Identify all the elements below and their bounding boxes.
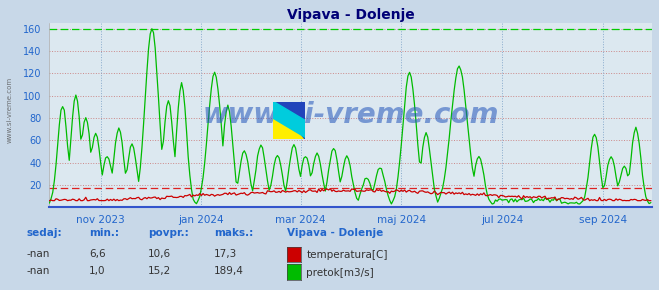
Text: temperatura[C]: temperatura[C] [306, 250, 388, 260]
Polygon shape [273, 102, 305, 137]
Text: www.si-vreme.com: www.si-vreme.com [7, 77, 13, 143]
Polygon shape [273, 102, 305, 139]
Text: 1,0: 1,0 [89, 266, 105, 276]
Title: Vipava - Dolenje: Vipava - Dolenje [287, 8, 415, 22]
Text: pretok[m3/s]: pretok[m3/s] [306, 267, 374, 278]
Text: Vipava - Dolenje: Vipava - Dolenje [287, 228, 383, 238]
Text: maks.:: maks.: [214, 228, 254, 238]
Polygon shape [273, 102, 305, 139]
Text: 17,3: 17,3 [214, 249, 237, 259]
Text: 189,4: 189,4 [214, 266, 244, 276]
Text: 15,2: 15,2 [148, 266, 171, 276]
Text: www.si-vreme.com: www.si-vreme.com [203, 101, 499, 129]
Text: povpr.:: povpr.: [148, 228, 189, 238]
Text: -nan: -nan [26, 249, 49, 259]
Text: min.:: min.: [89, 228, 119, 238]
Text: -nan: -nan [26, 266, 49, 276]
Text: sedaj:: sedaj: [26, 228, 62, 238]
Text: 6,6: 6,6 [89, 249, 105, 259]
Text: 10,6: 10,6 [148, 249, 171, 259]
